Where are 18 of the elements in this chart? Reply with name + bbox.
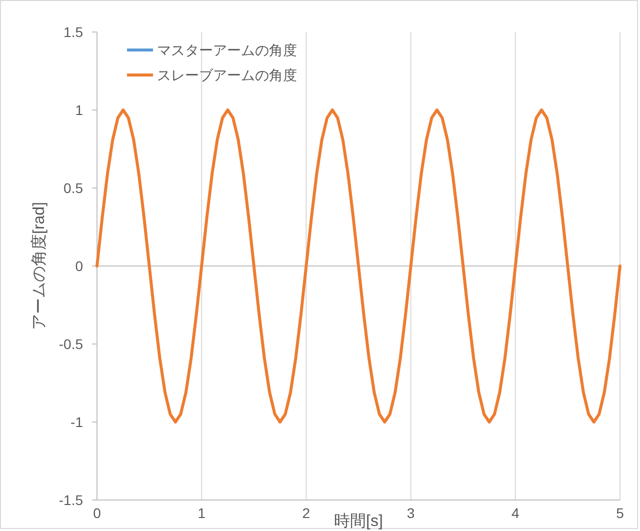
x-tick-label: 1 xyxy=(198,505,206,521)
y-tick-label: 1.5 xyxy=(64,24,84,40)
x-tick-label: 5 xyxy=(616,505,624,521)
x-tick-label: 2 xyxy=(302,505,310,521)
y-tick-label: 0.5 xyxy=(64,180,84,196)
x-axis-title: 時間[s] xyxy=(334,512,383,530)
line-series xyxy=(96,108,622,424)
legend-label: スレーブアームの角度 xyxy=(157,67,297,83)
y-tick-label: -0.5 xyxy=(58,336,84,352)
y-tick-label: -1.5 xyxy=(58,492,84,508)
y-tick-label: 0 xyxy=(75,258,84,274)
y-axis-title: アームの角度[rad] xyxy=(30,202,48,330)
x-tick-label: 4 xyxy=(512,505,520,521)
legend-label: マスターアームの角度 xyxy=(157,42,297,58)
y-tick-label: 1 xyxy=(75,102,84,118)
x-tick-label: 0 xyxy=(93,505,102,521)
y-tick-label: -1 xyxy=(70,414,84,430)
x-tick-label: 3 xyxy=(406,505,415,521)
